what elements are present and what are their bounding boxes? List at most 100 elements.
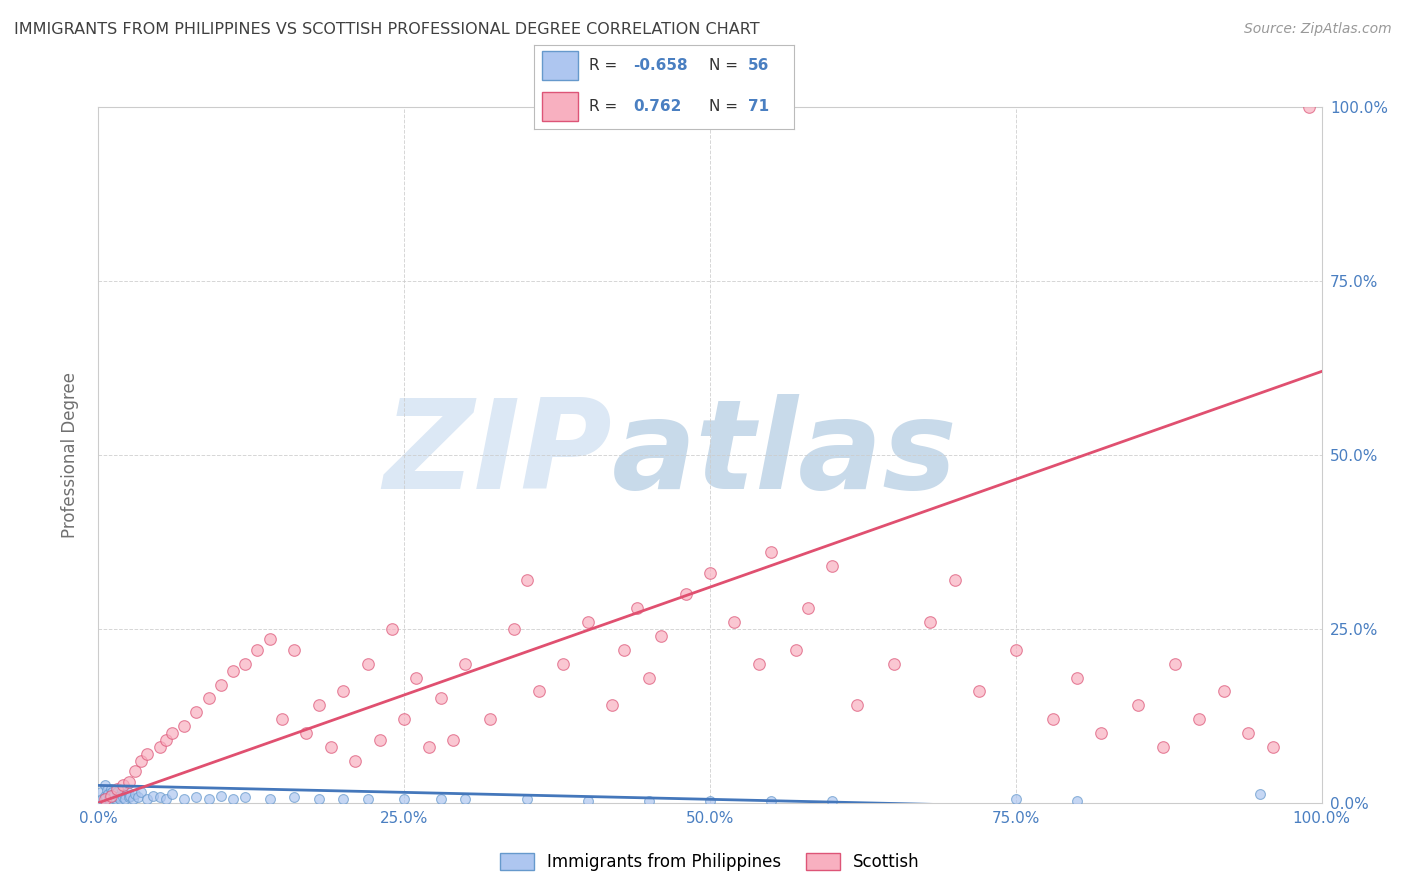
Point bbox=[160, 726, 183, 740]
Point bbox=[259, 632, 281, 647]
Point bbox=[723, 615, 745, 629]
Point bbox=[356, 657, 378, 671]
Point bbox=[1042, 712, 1064, 726]
Text: -0.658: -0.658 bbox=[633, 58, 688, 73]
Point bbox=[699, 794, 721, 808]
Point bbox=[797, 601, 820, 615]
Point bbox=[638, 671, 661, 685]
Text: R =: R = bbox=[589, 58, 621, 73]
Bar bbox=[543, 52, 578, 80]
Point bbox=[142, 789, 165, 803]
Point bbox=[233, 657, 256, 671]
Point bbox=[259, 792, 281, 806]
Point bbox=[332, 792, 354, 806]
Point bbox=[121, 791, 143, 805]
Point bbox=[129, 785, 152, 799]
Point bbox=[516, 573, 538, 587]
Text: N =: N = bbox=[709, 99, 742, 114]
Text: ZIP: ZIP bbox=[384, 394, 612, 516]
Point bbox=[155, 792, 177, 806]
Point bbox=[111, 783, 134, 797]
Point bbox=[1298, 100, 1320, 114]
Point bbox=[527, 684, 550, 698]
Point bbox=[107, 790, 129, 805]
Text: N =: N = bbox=[709, 58, 742, 73]
Point bbox=[319, 740, 342, 755]
Point bbox=[344, 754, 367, 768]
Legend: Immigrants from Philippines, Scottish: Immigrants from Philippines, Scottish bbox=[494, 847, 927, 878]
Point bbox=[1164, 657, 1187, 671]
Point bbox=[761, 794, 783, 808]
Point bbox=[197, 792, 219, 806]
Point bbox=[124, 788, 146, 802]
Point bbox=[124, 764, 146, 779]
Point bbox=[454, 792, 477, 806]
Point bbox=[136, 747, 159, 761]
Point bbox=[454, 657, 477, 671]
Point bbox=[576, 615, 599, 629]
Point bbox=[845, 698, 868, 713]
Point bbox=[1152, 740, 1174, 755]
Point bbox=[90, 785, 112, 799]
Point bbox=[120, 789, 142, 803]
Point bbox=[332, 684, 354, 698]
Text: R =: R = bbox=[589, 99, 621, 114]
Point bbox=[785, 642, 807, 657]
Point bbox=[127, 790, 149, 805]
Point bbox=[1212, 684, 1234, 698]
Point bbox=[108, 789, 131, 803]
Point bbox=[650, 629, 672, 643]
Point bbox=[675, 587, 697, 601]
Point bbox=[103, 788, 125, 802]
Point bbox=[93, 789, 115, 803]
Point bbox=[110, 792, 132, 806]
Point bbox=[93, 792, 115, 806]
Point bbox=[503, 622, 526, 636]
Point bbox=[1004, 792, 1026, 806]
Text: Source: ZipAtlas.com: Source: ZipAtlas.com bbox=[1244, 22, 1392, 37]
Point bbox=[173, 792, 195, 806]
Point bbox=[105, 785, 128, 799]
Point bbox=[381, 622, 404, 636]
Point bbox=[405, 671, 427, 685]
Point bbox=[1066, 794, 1088, 808]
Point bbox=[246, 642, 269, 657]
Text: 71: 71 bbox=[748, 99, 769, 114]
Point bbox=[173, 719, 195, 733]
Point bbox=[600, 698, 623, 713]
Point bbox=[748, 657, 770, 671]
Point bbox=[1188, 712, 1211, 726]
Point bbox=[392, 792, 416, 806]
Point bbox=[91, 792, 114, 806]
Point bbox=[576, 794, 599, 808]
Bar bbox=[543, 92, 578, 120]
Point bbox=[209, 677, 232, 691]
Point bbox=[98, 792, 121, 806]
Point bbox=[613, 642, 636, 657]
Point bbox=[1090, 726, 1112, 740]
Point bbox=[93, 778, 115, 792]
Point bbox=[1128, 698, 1150, 713]
Point bbox=[1237, 726, 1260, 740]
Y-axis label: Professional Degree: Professional Degree bbox=[60, 372, 79, 538]
Point bbox=[105, 781, 128, 796]
Point bbox=[920, 615, 942, 629]
Point bbox=[104, 791, 127, 805]
Point bbox=[626, 601, 648, 615]
Point bbox=[111, 778, 134, 792]
Point bbox=[295, 726, 318, 740]
Point bbox=[101, 785, 124, 799]
Point bbox=[118, 775, 141, 789]
Point bbox=[222, 791, 245, 805]
Point bbox=[441, 733, 464, 747]
Point bbox=[149, 740, 172, 755]
Point bbox=[197, 691, 219, 706]
Point bbox=[101, 790, 124, 805]
Point bbox=[967, 684, 990, 698]
Point bbox=[129, 754, 152, 768]
Point bbox=[270, 712, 294, 726]
Point bbox=[430, 792, 453, 806]
Point bbox=[1066, 671, 1088, 685]
Point bbox=[160, 788, 183, 802]
Point bbox=[100, 781, 122, 796]
